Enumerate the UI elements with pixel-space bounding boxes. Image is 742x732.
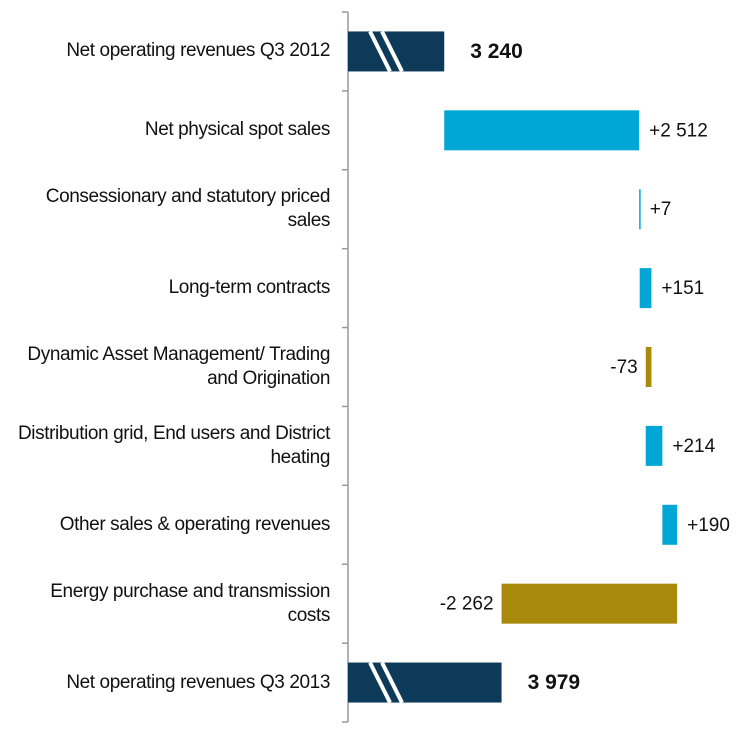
category-label: Long-term contracts: [168, 277, 331, 299]
value-label: +7: [650, 199, 672, 220]
value-label: +214: [672, 436, 715, 457]
bar: [639, 268, 652, 309]
value-label: 3 240: [470, 40, 523, 63]
category-label: Distribution grid, End users and Distric…: [17, 422, 330, 468]
value-label: 3 979: [528, 671, 581, 694]
axis-break: [368, 30, 392, 73]
category-label: Net operating revenues Q3 2013: [66, 671, 330, 693]
value-label: +151: [661, 278, 704, 299]
bar: [645, 425, 663, 466]
category-label: Energy purchase and transmission costs: [50, 580, 330, 626]
category-label: Dynamic Asset Management/ Trading and Or…: [27, 344, 330, 389]
value-label: -73: [610, 357, 637, 378]
value-label: +190: [687, 515, 730, 536]
category-label: Consessionary and statutory priced sales: [45, 186, 331, 232]
bar: [444, 110, 640, 151]
bar: [348, 31, 445, 72]
value-label: +2 512: [649, 120, 708, 141]
category-label: Net physical spot sales: [144, 119, 331, 141]
axis-break: [368, 661, 392, 704]
axis-break: [380, 30, 404, 73]
value-label: -2 262: [440, 594, 494, 615]
category-label: Other sales & operating revenues: [59, 513, 331, 535]
bar: [662, 504, 678, 545]
bar: [639, 189, 641, 230]
category-label: Net operating revenues Q3 2012: [66, 40, 330, 62]
bar: [645, 347, 652, 387]
bar: [501, 583, 678, 624]
axis-break: [380, 661, 404, 704]
